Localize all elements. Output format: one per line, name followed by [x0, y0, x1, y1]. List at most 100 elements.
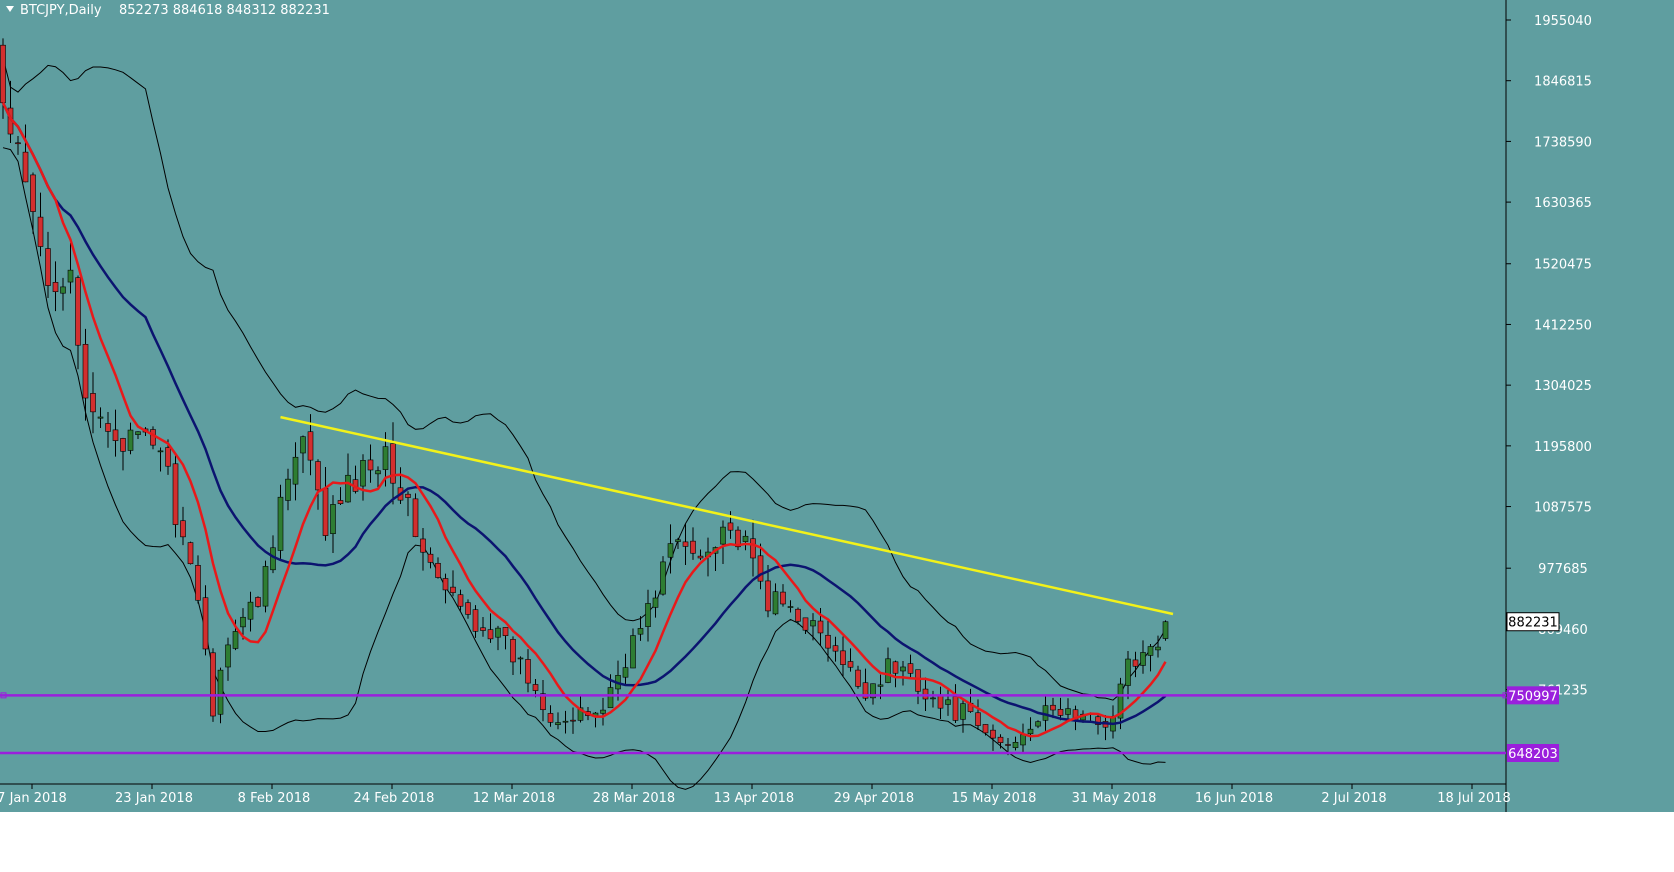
candle-body-bear	[847, 661, 854, 668]
candle	[465, 599, 471, 619]
candle-body-bull	[345, 474, 351, 503]
candle-body-bear	[532, 684, 539, 691]
candle	[900, 660, 906, 686]
candle	[127, 422, 134, 455]
candle-body-bull	[330, 504, 336, 535]
candle-body-bear	[22, 151, 29, 183]
candle-body-bull	[945, 699, 951, 705]
candle-body-bear	[450, 586, 456, 593]
candle	[682, 523, 689, 565]
candle	[742, 530, 749, 551]
candle-body-bear	[795, 608, 801, 622]
candle-body-bear	[367, 459, 374, 471]
candle-body-bull	[517, 657, 524, 660]
candle-body-bear	[472, 609, 479, 632]
slow-moving-average-line	[1, 102, 1167, 726]
candle-body-bear	[727, 522, 734, 531]
candle	[1117, 677, 1124, 730]
candle-body-bull	[577, 707, 584, 721]
candle-body-bear	[420, 538, 426, 553]
candle-body-bull	[622, 667, 629, 678]
candle-body-bull	[277, 496, 284, 551]
candle-body-bull	[652, 597, 659, 608]
candle	[517, 656, 524, 675]
candle-body-bull	[1155, 646, 1161, 651]
date-tick-label: 23 Jan 2018	[115, 791, 193, 806]
candle-body-bear	[105, 423, 111, 432]
candle-body-bull	[382, 446, 389, 470]
candle-body-bear	[45, 248, 51, 286]
candle-body-bear	[202, 597, 209, 650]
support-price-box	[1507, 686, 1559, 705]
date-tick-label: 15 May 2018	[952, 791, 1037, 806]
candle-body-bull	[1117, 683, 1124, 719]
candle	[60, 277, 66, 311]
support-line-handle[interactable]	[0, 692, 7, 699]
candle	[1125, 650, 1131, 700]
candle	[870, 683, 876, 705]
candle	[195, 555, 201, 604]
symbol-label: BTCJPY,Daily	[20, 3, 102, 18]
descending-trendline[interactable]	[280, 415, 1174, 616]
candle-body-bull	[97, 416, 104, 419]
candle	[1162, 620, 1169, 641]
candle-body-bull	[1012, 742, 1019, 748]
candle	[1095, 714, 1101, 735]
candle	[885, 647, 891, 684]
candle-body-bear	[390, 443, 396, 484]
candlesticks	[0, 38, 1169, 756]
date-tick-label: 12 Mar 2018	[473, 791, 555, 806]
candle-body-bear	[750, 538, 756, 559]
candle	[375, 466, 381, 489]
candle	[945, 688, 951, 716]
candle	[547, 705, 554, 727]
candle-body-bear	[540, 693, 546, 711]
candle	[690, 527, 696, 560]
candle-body-bear	[570, 719, 576, 722]
candle	[982, 724, 989, 736]
support-price-label: 750997	[1508, 689, 1558, 704]
candle-body-bull	[772, 591, 779, 615]
candle-body-bear	[120, 438, 126, 452]
candle-body-bear	[825, 634, 831, 649]
date-tick-label: 8 Feb 2018	[238, 791, 311, 806]
candle	[105, 411, 111, 448]
candle-body-bear	[0, 44, 6, 104]
price-tick-label: 1955040	[1534, 14, 1592, 29]
candle-body-bear	[442, 578, 449, 591]
candle-body-bull	[562, 720, 569, 723]
candle-body-bear	[52, 282, 59, 293]
candle	[675, 537, 681, 549]
candle-body-bull	[675, 539, 681, 542]
candle-body-bear	[1050, 704, 1056, 711]
price-tick-label: 1195800	[1534, 440, 1592, 455]
candle	[622, 653, 629, 685]
candle-body-bear	[735, 529, 741, 548]
candle-body-bull	[742, 535, 749, 542]
candle	[637, 616, 644, 641]
candle	[795, 607, 801, 625]
candle-body-bear	[322, 488, 329, 536]
candle-body-bear	[405, 493, 411, 498]
dropdown-triangle-icon[interactable]	[6, 6, 14, 12]
candle	[75, 275, 81, 370]
candle-body-bear	[172, 463, 179, 525]
candle-body-bear	[915, 669, 921, 692]
candle-body-bear	[682, 541, 689, 547]
candle-body-bear	[255, 597, 261, 607]
candle	[37, 192, 44, 257]
candle-body-bear	[757, 555, 764, 582]
candle	[660, 556, 666, 596]
chart-header: BTCJPY,Daily 852273 884618 848312 882231	[6, 3, 330, 18]
candle-body-bear	[697, 555, 704, 559]
candle-body-bear	[765, 580, 771, 612]
candle	[97, 407, 104, 428]
candle-body-bear	[210, 652, 216, 717]
candle-body-bear	[90, 393, 96, 413]
candle-body-bull	[240, 616, 246, 628]
candle	[52, 261, 59, 312]
candle-body-bear	[427, 553, 434, 563]
candle	[1065, 698, 1071, 721]
